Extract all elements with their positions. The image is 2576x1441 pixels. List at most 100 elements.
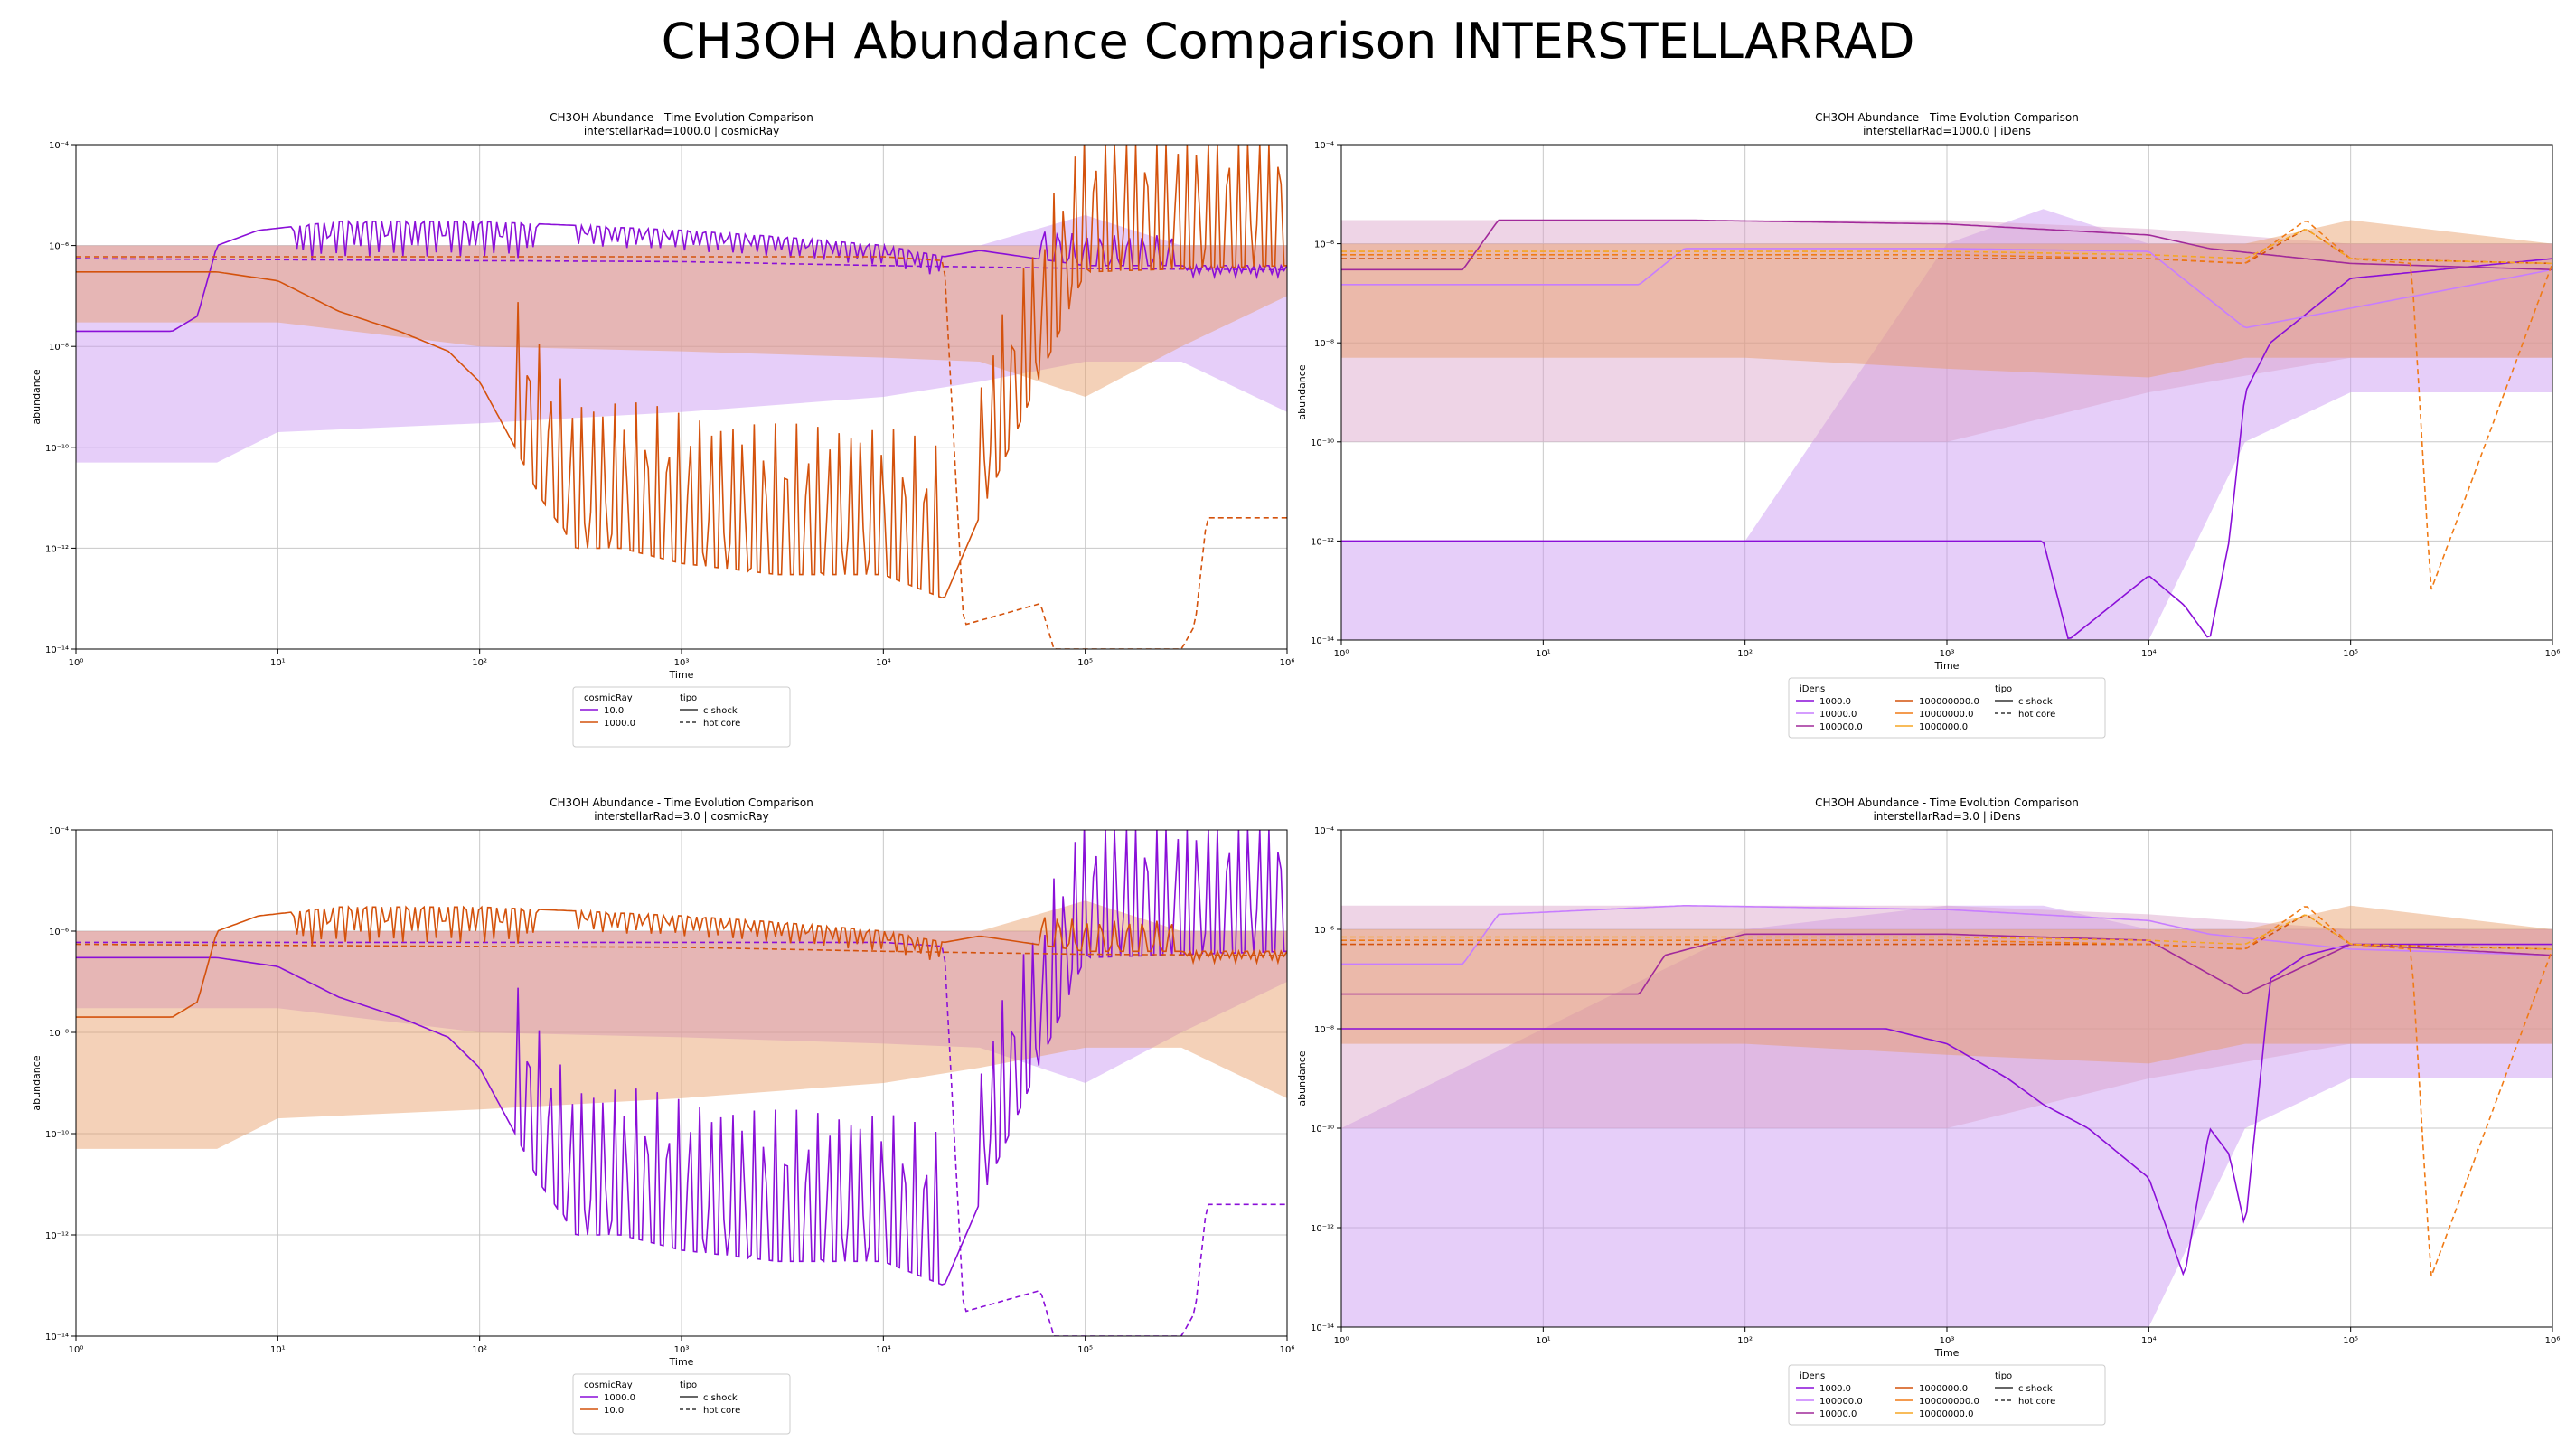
legend-style-label: hot core xyxy=(2018,1397,2055,1407)
y-axis-label: abundance xyxy=(1296,364,1308,419)
legend-entry-label: 100000000.0 xyxy=(1919,1397,1979,1407)
x-tick-label: 10² xyxy=(1737,649,1753,659)
legend-box xyxy=(572,686,791,748)
legend-group-title: iDens xyxy=(1800,1371,1825,1381)
series-line-3 xyxy=(1341,933,2552,995)
legend-entry-label: 1000.0 xyxy=(1819,697,1851,707)
legend-style-label: hot core xyxy=(2018,710,2055,720)
y-tick-label: 10⁻¹² xyxy=(45,1231,69,1241)
chart-panel-4: CH3OH Abundance - Time Evolution Compari… xyxy=(1296,796,2560,1426)
x-tick-label: 10⁰ xyxy=(1334,649,1349,659)
x-tick-label: 10³ xyxy=(674,658,690,668)
series-line-4 xyxy=(1341,914,2552,950)
chart-subtitle: interstellarRad=3.0 | iDens xyxy=(1874,810,2021,823)
x-tick-label: 10¹ xyxy=(270,1345,286,1355)
x-axis-label: Time xyxy=(669,1356,694,1368)
x-tick-label: 10² xyxy=(472,1345,487,1355)
x-tick-label: 10⁰ xyxy=(1334,1336,1349,1346)
y-tick-label: 10⁻⁶ xyxy=(1314,926,1334,936)
y-tick-label: 10⁻¹² xyxy=(1311,537,1334,547)
legend-box xyxy=(1788,677,2106,739)
legend-style-label: c shock xyxy=(2018,1384,2053,1394)
series-line-5 xyxy=(1341,221,2552,590)
legend-entry-label: 10000000.0 xyxy=(1919,1409,1973,1419)
x-tick-label: 10⁶ xyxy=(1280,1345,1295,1355)
chart-subtitle: interstellarRad=1000.0 | cosmicRay xyxy=(584,125,779,137)
legend-group-title: cosmicRay xyxy=(584,693,633,703)
y-tick-label: 10⁻⁴ xyxy=(49,141,69,151)
x-tick-label: 10⁴ xyxy=(2141,1336,2157,1346)
series-line-3 xyxy=(76,905,1287,1018)
x-tick-label: 10¹ xyxy=(1536,1336,1551,1346)
legend: iDens 1000.0 100000.0 10000.0 1000000.0 10000… xyxy=(1788,1364,2106,1426)
legend-style-label: hot core xyxy=(703,719,740,729)
y-axis-label: abundance xyxy=(31,369,42,424)
uncertainty-band-1 xyxy=(1341,209,2552,640)
x-tick-label: 10³ xyxy=(1940,649,1955,659)
x-tick-label: 10⁵ xyxy=(2343,649,2358,659)
series-line-6 xyxy=(1341,914,2552,950)
uncertainty-band-2 xyxy=(76,900,1287,1149)
chart-subtitle: interstellarRad=1000.0 | iDens xyxy=(1863,125,2031,137)
y-tick-label: 10⁻¹⁰ xyxy=(45,1130,69,1140)
x-tick-label: 10⁶ xyxy=(1280,658,1295,668)
y-tick-label: 10⁻¹⁰ xyxy=(1311,1125,1334,1135)
legend-group-title: tipo xyxy=(680,1380,697,1390)
y-tick-label: 10⁻⁶ xyxy=(49,928,69,937)
y-tick-label: 10⁻¹⁰ xyxy=(1311,438,1334,448)
legend-style-label: c shock xyxy=(703,706,738,716)
series-line-3 xyxy=(1341,219,2552,271)
x-axis-label: Time xyxy=(669,669,694,681)
series-line-2 xyxy=(76,258,1287,271)
legend-group-title: tipo xyxy=(680,693,697,703)
legend-entry-label: 10000000.0 xyxy=(1919,710,1973,720)
chart-title: CH3OH Abundance - Time Evolution Compari… xyxy=(1815,111,2079,124)
y-tick-label: 10⁻⁸ xyxy=(1314,339,1334,349)
x-tick-label: 10⁴ xyxy=(2141,649,2157,659)
plot-area xyxy=(1341,904,2552,1327)
x-tick-label: 10¹ xyxy=(1536,649,1551,659)
x-tick-label: 10⁰ xyxy=(69,1345,84,1355)
y-axis-label: abundance xyxy=(1296,1050,1308,1106)
y-tick-label: 10⁻⁴ xyxy=(1314,826,1334,836)
y-tick-label: 10⁻⁸ xyxy=(49,1029,69,1039)
y-tick-label: 10⁻¹² xyxy=(45,544,69,554)
x-axis-label: Time xyxy=(1934,1347,1960,1359)
series-line-1 xyxy=(76,830,1287,1286)
series-line-2 xyxy=(76,941,1287,1336)
uncertainty-band-1 xyxy=(76,931,1287,1083)
legend-entry-label: 100000.0 xyxy=(1819,722,1863,732)
series-line-1 xyxy=(1341,258,2552,640)
legend-group-title: tipo xyxy=(1995,684,2012,694)
plot-area xyxy=(76,830,1287,1336)
series-line-4 xyxy=(76,943,1287,956)
chart-subtitle: interstellarRad=3.0 | cosmicRay xyxy=(594,810,768,823)
y-axis-label: abundance xyxy=(31,1055,42,1110)
x-tick-label: 10⁴ xyxy=(876,1345,891,1355)
series-line-2 xyxy=(1341,904,2552,965)
plot-area xyxy=(76,145,1287,649)
x-tick-label: 10⁰ xyxy=(69,658,84,668)
legend-entry-label: 1000000.0 xyxy=(1919,722,1968,732)
x-tick-label: 10² xyxy=(472,658,487,668)
legend-style-label: hot core xyxy=(703,1406,740,1416)
legend: cosmicRay 10.0 1000.0 tipo c shock hot core xyxy=(572,686,791,748)
y-tick-label: 10⁻¹⁰ xyxy=(45,444,69,454)
x-tick-label: 10³ xyxy=(1940,1336,1955,1346)
x-axis-label: Time xyxy=(1934,660,1960,672)
series-line-2 xyxy=(1341,248,2552,329)
uncertainty-band-3 xyxy=(1341,905,2552,1064)
uncertainty-band-2 xyxy=(76,245,1287,397)
legend: cosmicRay 1000.0 10.0 tipo c shock hot core xyxy=(572,1373,791,1435)
y-tick-label: 10⁻⁶ xyxy=(49,242,69,252)
y-tick-label: 10⁻⁸ xyxy=(1314,1025,1334,1035)
y-tick-label: 10⁻¹⁴ xyxy=(45,1333,69,1342)
uncertainty-band-1 xyxy=(76,215,1287,463)
y-tick-label: 10⁻¹⁴ xyxy=(1311,1323,1334,1333)
y-tick-label: 10⁻⁸ xyxy=(49,343,69,353)
legend-box xyxy=(1788,1364,2106,1426)
x-tick-label: 10⁴ xyxy=(876,658,891,668)
uncertainty-band-2 xyxy=(1341,220,2552,442)
legend-entry-label: 100000.0 xyxy=(1819,1397,1863,1407)
